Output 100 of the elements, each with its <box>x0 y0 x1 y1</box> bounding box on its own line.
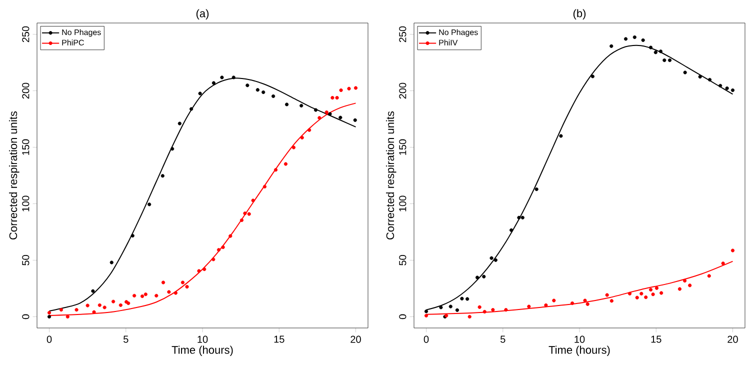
point <box>318 116 322 120</box>
point <box>335 96 339 100</box>
point <box>174 291 178 295</box>
point <box>110 260 114 264</box>
point <box>330 96 334 100</box>
point <box>475 276 480 280</box>
point <box>118 303 122 307</box>
point <box>262 184 267 188</box>
point <box>725 86 729 90</box>
point <box>216 248 221 252</box>
point <box>251 198 255 202</box>
point <box>66 314 70 318</box>
point <box>721 262 725 266</box>
point <box>644 295 648 300</box>
x-tick-label: 15 <box>651 336 662 343</box>
chart-title: (b) <box>573 9 586 20</box>
point <box>468 314 472 318</box>
point <box>354 86 358 90</box>
point <box>178 122 182 126</box>
point <box>570 301 574 306</box>
point <box>292 146 296 150</box>
point <box>228 234 232 238</box>
point <box>339 88 343 92</box>
point <box>660 291 664 295</box>
y-tick-label: 150 <box>22 139 30 155</box>
point <box>91 289 95 293</box>
y-tick-label: 50 <box>22 255 30 266</box>
y-tick-label: 250 <box>399 26 406 42</box>
point <box>668 58 672 62</box>
point <box>274 168 278 172</box>
point <box>707 274 711 278</box>
point <box>284 162 288 166</box>
point <box>610 299 614 303</box>
point <box>624 37 628 41</box>
point <box>202 267 206 272</box>
y-tick-label: 0 <box>399 314 406 320</box>
y-tick-label: 100 <box>22 196 30 212</box>
point <box>527 304 531 308</box>
y-tick-label: 150 <box>399 139 406 155</box>
point <box>300 104 304 108</box>
point <box>662 58 666 62</box>
point <box>212 258 216 262</box>
point <box>688 284 692 288</box>
chart-title: (a) <box>196 9 209 20</box>
point <box>718 84 722 88</box>
point <box>185 284 189 289</box>
point <box>586 302 590 306</box>
y-tick-label: 100 <box>399 196 406 212</box>
point <box>544 303 548 307</box>
point <box>654 50 658 54</box>
point <box>160 174 164 178</box>
point <box>148 202 152 206</box>
point <box>338 116 342 120</box>
point <box>74 308 78 312</box>
point <box>240 218 244 222</box>
point <box>698 74 702 79</box>
point <box>628 292 632 296</box>
point <box>167 290 171 294</box>
point <box>198 92 202 96</box>
point <box>520 216 524 220</box>
point <box>86 304 90 308</box>
point <box>256 88 260 92</box>
point <box>328 112 332 116</box>
point <box>510 228 514 232</box>
point <box>635 296 639 300</box>
point <box>466 297 470 301</box>
y-axis-title: Corrected respiration units <box>386 111 396 240</box>
point <box>190 107 194 111</box>
point <box>658 50 663 54</box>
point <box>144 292 148 296</box>
point <box>47 310 52 315</box>
point <box>132 294 136 298</box>
point <box>651 292 655 296</box>
point <box>490 256 494 260</box>
point <box>232 76 236 80</box>
point <box>324 110 328 114</box>
point <box>610 44 614 48</box>
y-tick-label: 250 <box>22 26 30 42</box>
point <box>730 88 735 92</box>
x-tick-label: 20 <box>350 336 361 343</box>
point <box>504 308 508 312</box>
point <box>641 38 645 42</box>
point <box>197 269 201 273</box>
point <box>246 84 250 88</box>
point <box>455 308 460 312</box>
point <box>212 81 216 85</box>
point <box>353 118 357 122</box>
x-axis-title: Time (hours) <box>172 346 233 356</box>
point <box>640 292 644 296</box>
point <box>126 301 130 306</box>
point <box>482 274 486 278</box>
x-tick-label: 20 <box>728 336 738 343</box>
point <box>424 310 428 314</box>
point <box>220 76 224 80</box>
point <box>314 108 318 112</box>
point <box>140 294 144 298</box>
point <box>605 293 609 297</box>
legend-label: PhiIV <box>439 40 458 46</box>
point <box>648 288 653 292</box>
point <box>583 298 587 302</box>
